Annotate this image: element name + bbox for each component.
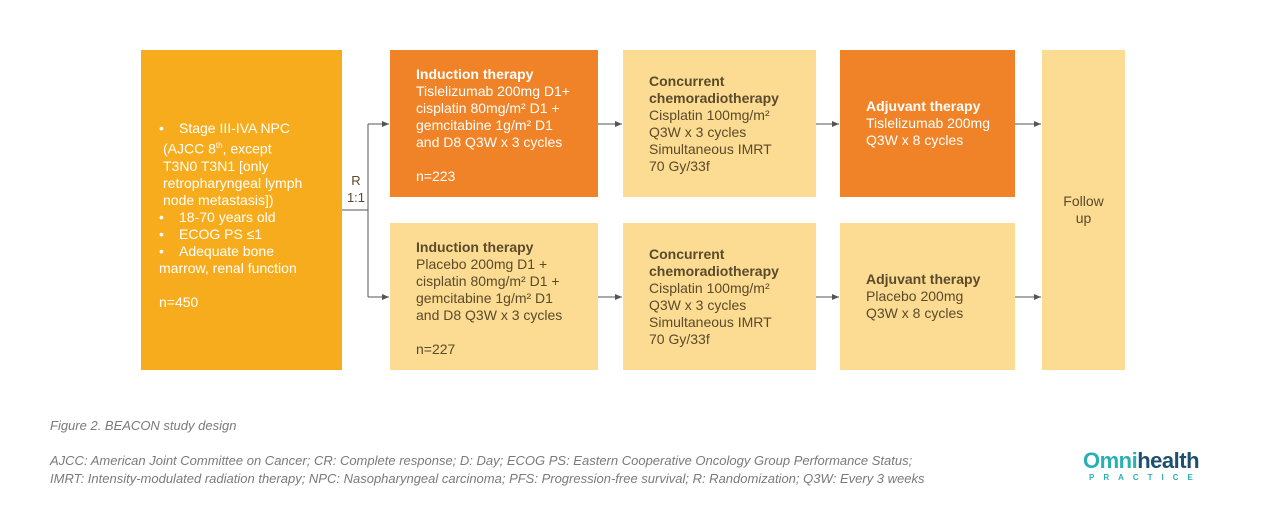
induction-box-top: Induction therapy Tislelizumab 200mg D1+… — [390, 50, 598, 197]
omnihealth-logo: Omnihealth PRACTICE — [1083, 448, 1218, 484]
abbreviations-line: AJCC: American Joint Committee on Cancer… — [50, 453, 913, 468]
induction-n: n=227 — [416, 341, 456, 357]
bone-detail: marrow, renal function — [159, 259, 297, 276]
crt-line: Simultaneous IMRT — [649, 314, 772, 330]
crt-title: chemoradiotherapy — [649, 90, 779, 106]
induction-line: cisplatin 80mg/m² D1 + — [416, 273, 560, 289]
crt-line: Q3W x 3 cycles — [649, 297, 747, 313]
crt-line: 70 Gy/33f — [649, 158, 710, 174]
eligibility-box: • Stage III-IVA NPC (AJCC 8th, except T3N… — [141, 50, 342, 370]
adjuvant-line: Tislelizumab 200mg — [866, 115, 990, 131]
induction-title: Induction therapy — [416, 239, 534, 255]
randomization-label: R 1:1 — [346, 173, 366, 205]
bullet-bone: • Adequate bone — [159, 242, 274, 259]
bullet-age: • 18-70 years old — [159, 208, 276, 225]
stage-detail-1: (AJCC 8th, except — [163, 140, 272, 157]
crt-line: Cisplatin 100mg/m² — [649, 280, 770, 296]
induction-line: Tislelizumab 200mg D1+ — [416, 83, 570, 99]
followup-label: up — [1075, 210, 1092, 226]
induction-line: and D8 Q3W x 3 cycles — [416, 134, 563, 150]
adjuvant-box-top: Adjuvant therapy Tislelizumab 200mg Q3W … — [840, 50, 1015, 197]
figure-caption: Figure 2. BEACON study design — [50, 418, 237, 433]
stage-detail-4: node metastasis]) — [163, 191, 274, 208]
crt-title: Concurrent — [649, 246, 725, 262]
crt-title: Concurrent — [649, 73, 725, 89]
induction-line: cisplatin 80mg/m² D1 + — [416, 100, 560, 116]
stage-detail-3: retropharyngeal lymph — [163, 174, 303, 191]
induction-n: n=223 — [416, 168, 456, 184]
adjuvant-line: Q3W x 8 cycles — [866, 132, 964, 148]
adjuvant-box-bottom: Adjuvant therapy Placebo 200mg Q3W x 8 c… — [840, 223, 1015, 370]
bullet-stage: • Stage III-IVA NPC — [159, 120, 291, 136]
followup-box: Follow up — [1042, 50, 1125, 370]
induction-line: and D8 Q3W x 3 cycles — [416, 307, 563, 323]
abbreviations: AJCC: American Joint Committee on Cancer… — [50, 452, 925, 488]
induction-box-bottom: Induction therapy Placebo 200mg D1 + cis… — [390, 223, 598, 370]
adjuvant-line: Placebo 200mg — [866, 288, 964, 304]
abbreviations-line: IMRT: Intensity-modulated radiation ther… — [50, 471, 925, 486]
eligibility-n: n=450 — [159, 293, 199, 310]
logo-subtitle: PRACTICE — [1089, 473, 1202, 482]
bullet-ecog: • ECOG PS ≤1 — [159, 225, 263, 242]
logo-wordmark: Omnihealth — [1083, 448, 1200, 473]
induction-title: Induction therapy — [416, 66, 534, 82]
crt-line: 70 Gy/33f — [649, 331, 710, 347]
crt-box-top: Concurrent chemoradiotherapy Cisplatin 1… — [623, 50, 816, 197]
stage-detail-2: T3N0 T3N1 [only — [163, 157, 269, 174]
crt-line: Simultaneous IMRT — [649, 141, 772, 157]
adjuvant-title: Adjuvant therapy — [866, 271, 981, 287]
adjuvant-line: Q3W x 8 cycles — [866, 305, 964, 321]
induction-line: gemcitabine 1g/m² D1 — [416, 117, 553, 133]
induction-line: Placebo 200mg D1 + — [416, 256, 548, 272]
induction-line: gemcitabine 1g/m² D1 — [416, 290, 553, 306]
followup-label: Follow — [1063, 193, 1104, 209]
crt-box-bottom: Concurrent chemoradiotherapy Cisplatin 1… — [623, 223, 816, 370]
adjuvant-title: Adjuvant therapy — [866, 98, 981, 114]
crt-line: Cisplatin 100mg/m² — [649, 107, 770, 123]
crt-line: Q3W x 3 cycles — [649, 124, 747, 140]
crt-title: chemoradiotherapy — [649, 263, 779, 279]
